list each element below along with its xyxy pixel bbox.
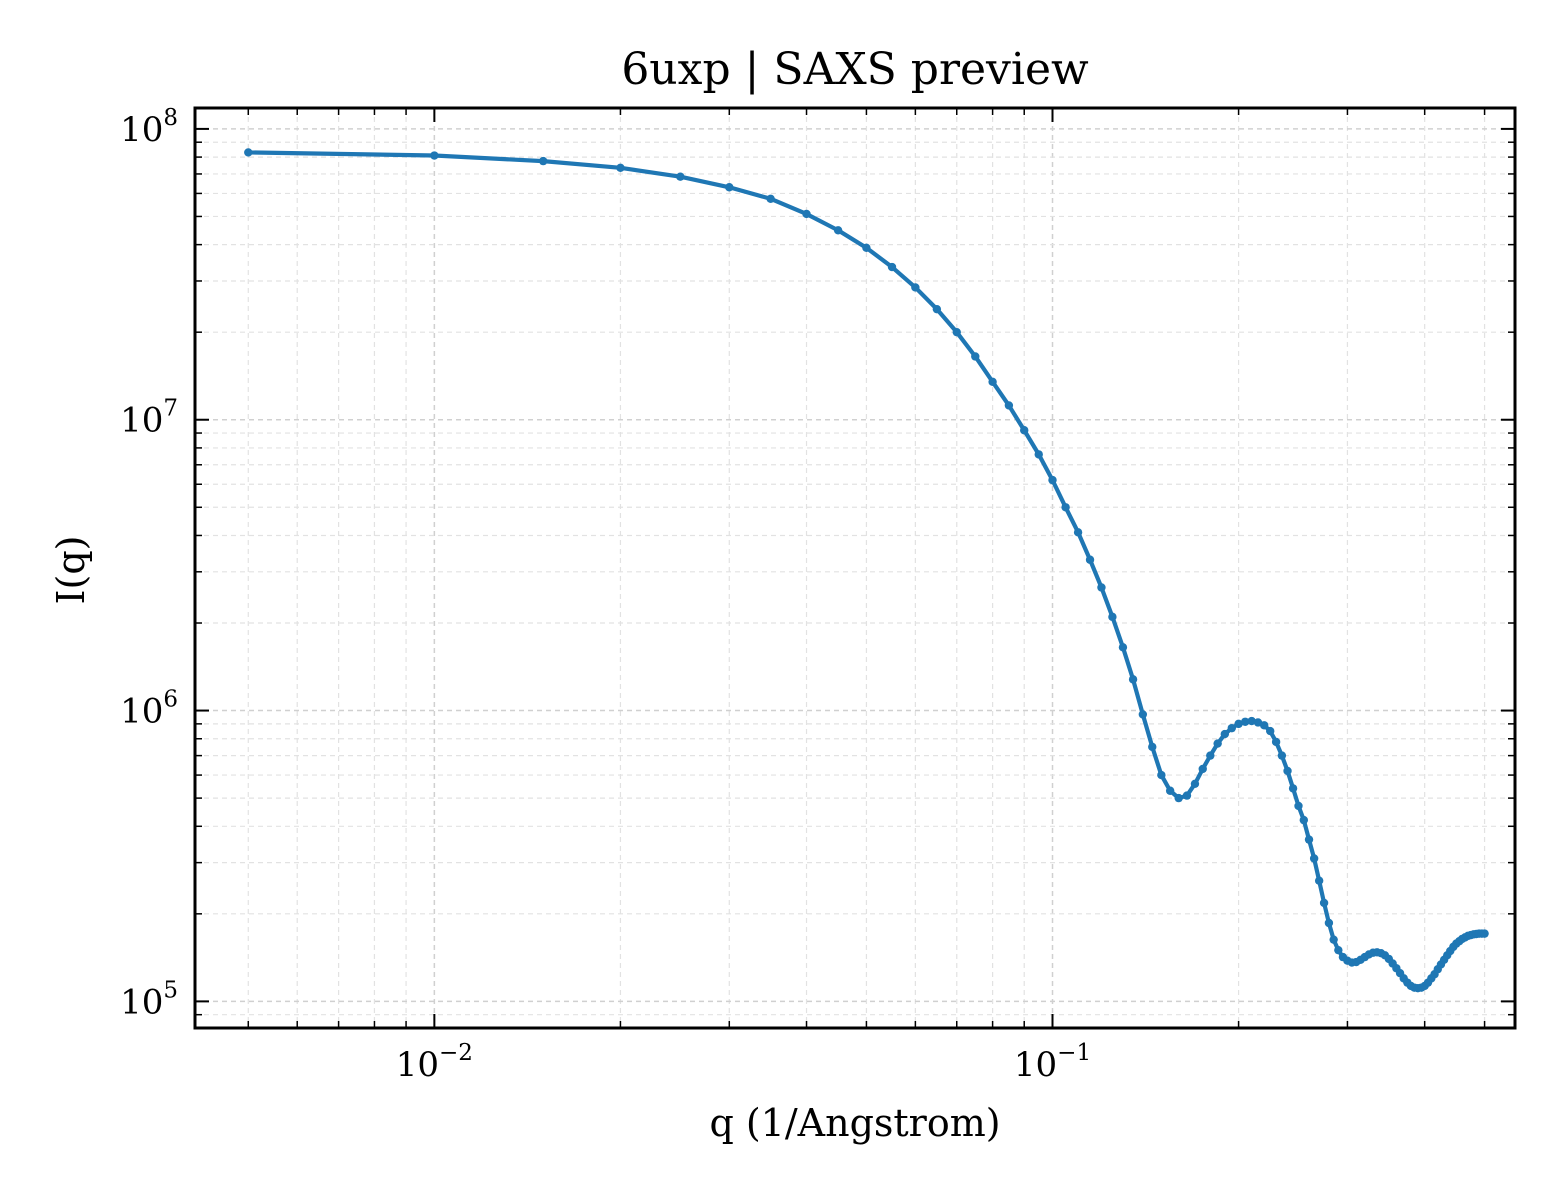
data-layer (244, 148, 1489, 993)
data-point (1213, 739, 1222, 748)
data-point (1097, 583, 1106, 592)
data-point (1309, 854, 1319, 863)
data-point (1319, 898, 1329, 908)
data-point (1227, 723, 1236, 733)
data-point (887, 262, 897, 272)
data-point (911, 283, 920, 292)
data-point (1165, 786, 1175, 795)
data-point (1004, 401, 1014, 410)
data-point (971, 352, 980, 361)
data-point (1048, 475, 1057, 485)
data-point (1304, 835, 1314, 844)
y-tick-label: 108 (120, 105, 178, 150)
data-point (1288, 784, 1298, 793)
data-point (1190, 779, 1200, 788)
data-point (766, 194, 775, 203)
data-point (1206, 751, 1215, 760)
x-axis-label: q (1/Angstrom) (709, 1101, 1000, 1145)
data-point (833, 226, 843, 235)
data-point (1148, 742, 1157, 752)
chart-title: 6uxp | SAXS preview (621, 44, 1089, 95)
data-point (1034, 450, 1043, 459)
data-point (1241, 717, 1250, 726)
data-point (244, 148, 253, 157)
data-point (952, 327, 961, 337)
data-point (1480, 929, 1489, 938)
data-point (1294, 801, 1303, 811)
data-point (1259, 721, 1269, 730)
data-point (1020, 426, 1029, 435)
data-point (1138, 710, 1148, 719)
data-point (1277, 751, 1287, 760)
data-point (1299, 815, 1309, 825)
data-point (1174, 793, 1183, 803)
data-point (1334, 945, 1343, 955)
data-point (1182, 791, 1192, 800)
data-point (676, 172, 685, 181)
data-point (932, 304, 942, 314)
data-point (1085, 555, 1095, 564)
data-point (1198, 764, 1207, 774)
data-point (616, 163, 625, 172)
data-point (1118, 643, 1128, 652)
data-point (1157, 770, 1166, 780)
tick-layer: 10−2 10−1 105 106 107 108 (120, 105, 1515, 1085)
plot-frame (193, 106, 1517, 1030)
y-tick-label: 107 (120, 396, 178, 441)
data-point (988, 377, 997, 387)
data-point (1061, 503, 1070, 512)
data-point (802, 209, 811, 219)
data-point (539, 156, 548, 166)
data-point (1283, 766, 1292, 776)
x-tick-label: 10−1 (1014, 1040, 1091, 1085)
data-point (1324, 918, 1334, 928)
data-point (1314, 876, 1324, 885)
grid-layer (195, 108, 1515, 1028)
data-point (1271, 737, 1281, 747)
x-tick-label: 10−2 (396, 1040, 473, 1085)
data-point (1108, 612, 1117, 622)
data-point (430, 151, 439, 160)
data-point (862, 243, 871, 253)
y-tick-label: 105 (120, 977, 178, 1022)
data-point (1234, 719, 1243, 729)
data-point (1329, 935, 1338, 944)
data-point (1073, 528, 1083, 537)
data-point (1220, 729, 1230, 739)
y-axis-label: I(q) (49, 536, 93, 605)
data-point (1247, 716, 1256, 726)
y-tick-label: 106 (120, 687, 178, 732)
data-point (1266, 726, 1275, 736)
data-point (725, 183, 734, 192)
data-point (1128, 675, 1138, 684)
